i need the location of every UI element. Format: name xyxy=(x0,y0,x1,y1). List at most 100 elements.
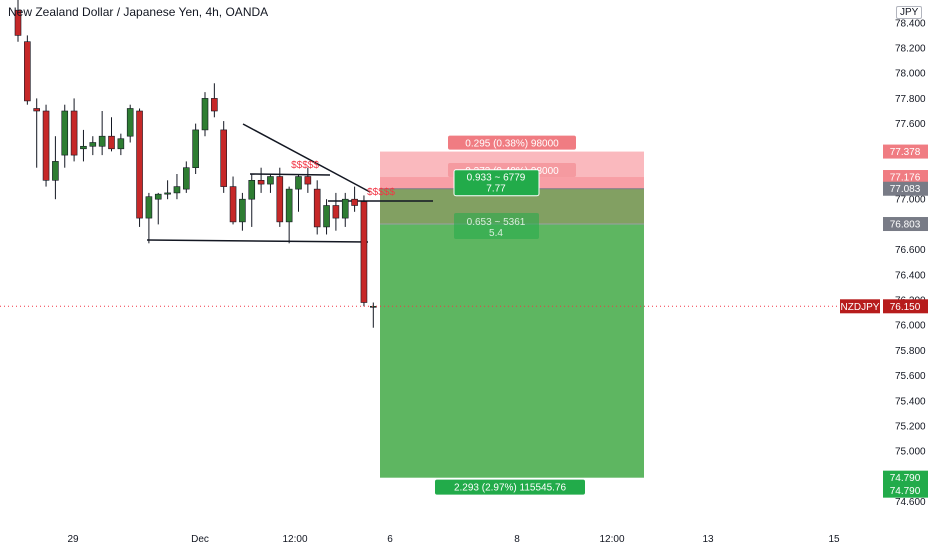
x-tick-label: 8 xyxy=(514,534,520,545)
candle-body xyxy=(332,205,340,219)
candle-body xyxy=(360,201,368,303)
candle-body xyxy=(248,180,256,200)
x-tick-label: 12:00 xyxy=(282,534,307,545)
y-tick-label: 78.200 xyxy=(895,44,926,55)
trendline-0 xyxy=(146,239,369,243)
x-tick-label: Dec xyxy=(191,534,209,545)
annotation-dollars-1: $$$$$ xyxy=(291,160,319,171)
candle-body xyxy=(52,161,59,181)
candle-body xyxy=(304,176,312,185)
ratio-label-2: 0.653 ~ 5361 xyxy=(467,217,526,228)
y-tick-label: 76.600 xyxy=(895,245,926,256)
target-label-bg xyxy=(435,479,585,495)
y-tick-label: 75.400 xyxy=(895,396,926,407)
ratio-label-2-bg xyxy=(454,213,539,240)
price-tag: 76.803 xyxy=(890,220,921,231)
y-tick-label: 76.000 xyxy=(895,321,926,332)
price-tag: 74.790 xyxy=(890,473,921,484)
price-tag: 77.176 xyxy=(890,173,921,184)
candle-body xyxy=(257,180,265,185)
candle-body xyxy=(341,198,349,219)
x-tick-label: 15 xyxy=(828,534,840,545)
candle-body xyxy=(201,98,209,131)
candle-body xyxy=(14,9,22,36)
y-tick-label: 78.400 xyxy=(895,18,926,29)
y-tick-label: 75.600 xyxy=(895,371,926,382)
current-price-tag-bg xyxy=(883,299,928,314)
x-tick-label: 13 xyxy=(702,534,714,545)
candle-body xyxy=(117,138,125,150)
price-tag-bg xyxy=(883,181,928,196)
ratio-label-1-bg xyxy=(453,169,540,197)
y-tick-label: 75.000 xyxy=(895,447,926,458)
price-tag: 77.083 xyxy=(890,184,921,195)
candle-body xyxy=(183,167,190,190)
candle-body xyxy=(285,188,293,223)
y-tick-label: 75.200 xyxy=(895,422,926,433)
candle-body xyxy=(295,176,302,190)
candles xyxy=(14,0,377,328)
y-tick-label: 77.600 xyxy=(895,119,926,130)
y-tick-label: 75.800 xyxy=(895,346,926,357)
current-price-tag: 76.150 xyxy=(890,302,921,313)
annotation-dollars-2: $$$$$ xyxy=(367,187,395,198)
candle-body xyxy=(173,186,181,194)
ratio-sub-1: 7.77 xyxy=(486,184,506,195)
symbol-tag: NZDJPY xyxy=(841,302,880,313)
candle-body xyxy=(267,176,274,185)
candle-body xyxy=(136,110,143,219)
price-tag-bg xyxy=(883,483,928,498)
currency-badge[interactable]: JPY xyxy=(896,6,923,19)
price-tag-bg xyxy=(883,170,928,185)
candle-body xyxy=(80,145,87,150)
candle-body xyxy=(211,98,218,112)
y-tick-label: 74.600 xyxy=(895,497,926,508)
x-tick-label: 6 xyxy=(387,534,393,545)
stop-label-1-bg xyxy=(448,135,576,150)
candle-body xyxy=(276,176,284,223)
candle-body xyxy=(145,196,153,219)
candle-body xyxy=(369,305,377,308)
candle-body xyxy=(61,110,69,156)
y-tick-label: 76.400 xyxy=(895,270,926,281)
candle-body xyxy=(323,205,330,228)
candle-body xyxy=(126,108,134,137)
candle-body xyxy=(108,135,115,150)
trendline-1 xyxy=(242,123,371,193)
ratio-sub-2: 5.4 xyxy=(489,228,503,239)
candle-body xyxy=(220,129,227,187)
price-tag: 74.790 xyxy=(890,486,921,497)
time-axis[interactable]: 29 Dec 12:00 6 8 12:00 13 15 xyxy=(67,534,840,545)
x-tick-label: 12:00 xyxy=(599,534,624,545)
candle-body xyxy=(192,129,199,168)
ratio-label-1: 0.933 ~ 6779 xyxy=(467,173,526,184)
candle-body xyxy=(42,110,50,181)
y-tick-label: 77.800 xyxy=(895,94,926,105)
y-tick-label: 78.000 xyxy=(895,69,926,80)
candle-body xyxy=(229,186,237,223)
target-zone-2 xyxy=(380,224,644,478)
symbol-tag-bg xyxy=(840,299,880,314)
price-tag-bg xyxy=(883,470,928,485)
x-tick-label: 29 xyxy=(67,534,79,545)
candle-body xyxy=(98,135,106,147)
price-tag-bg xyxy=(883,217,928,232)
candle-body xyxy=(24,41,31,102)
target-label: 2.293 (2.97%) 115545.76 xyxy=(454,483,567,494)
price-tag: 77.378 xyxy=(890,147,921,158)
y-tick-label: 77.000 xyxy=(895,195,926,206)
chart-title: New Zealand Dollar / Japanese Yen, 4h, O… xyxy=(8,5,269,19)
stop-label-1: 0.295 (0.38%) 98000 xyxy=(465,139,559,150)
candle-body xyxy=(239,198,246,223)
trendline-2 xyxy=(249,173,331,176)
candle-body xyxy=(70,110,78,156)
candle-body xyxy=(164,192,171,195)
price-tag-bg xyxy=(883,144,928,159)
candle-body xyxy=(154,193,162,200)
trendlines[interactable] xyxy=(146,123,433,243)
price-axis[interactable]: 78.40078.20078.00077.80077.60077.40077.2… xyxy=(840,18,928,508)
candle-body xyxy=(313,188,321,228)
candle-body xyxy=(89,142,97,147)
